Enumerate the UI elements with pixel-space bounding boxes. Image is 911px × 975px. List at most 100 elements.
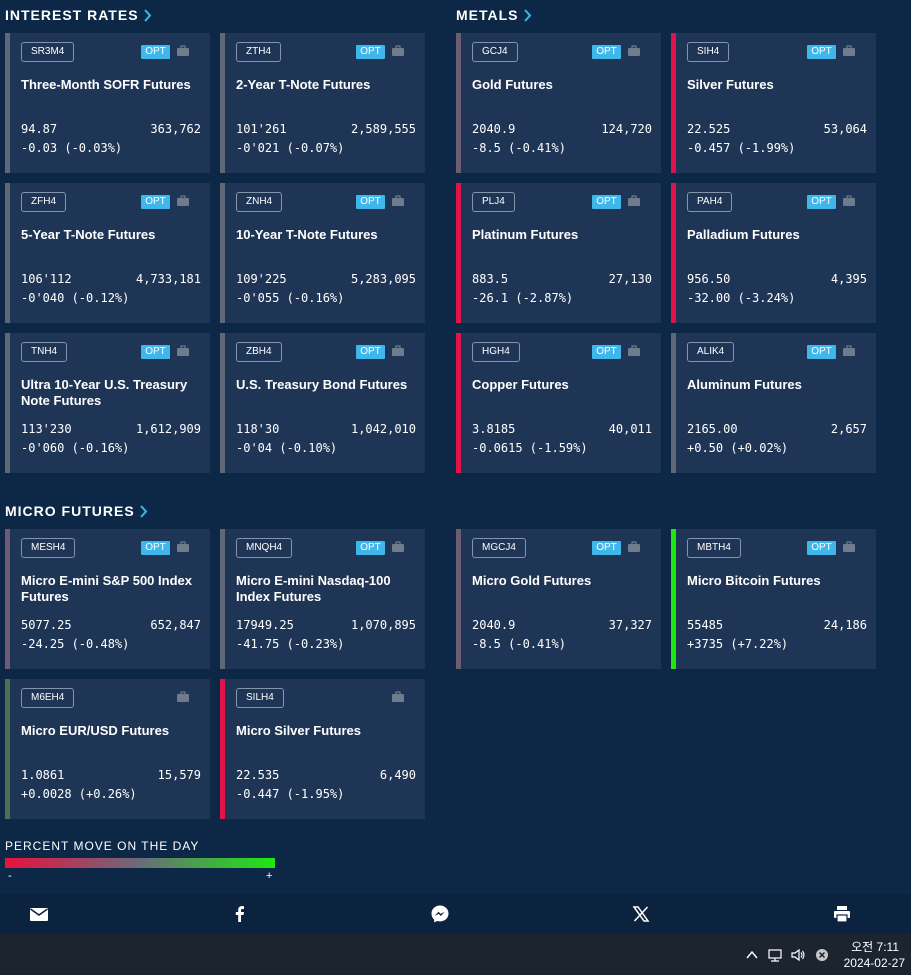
futures-card-zfh4[interactable]: ZFH4 OPT 5-Year T-Note Futures 106'112 4,733… xyxy=(5,183,210,323)
legend-min-label: - xyxy=(8,870,12,882)
futures-card-mesh4[interactable]: MESH4 OPT Micro E-mini S&P 500 Index Futur… xyxy=(5,529,210,669)
briefcase-icon[interactable] xyxy=(176,195,190,207)
options-badge[interactable]: OPT xyxy=(356,45,385,59)
volume-icon[interactable] xyxy=(790,948,806,962)
legend-max-label: + xyxy=(266,870,273,882)
futures-card-gcj4[interactable]: GCJ4 OPT Gold Futures 2040.9 124,720 -8.5 (-0… xyxy=(456,33,661,173)
last-price: 118'30 xyxy=(236,422,280,436)
price-change: -8.5 (-0.41%) xyxy=(472,141,566,155)
volume: 24,186 xyxy=(823,618,867,632)
briefcase-icon[interactable] xyxy=(176,691,190,703)
contract-name: 5-Year T-Note Futures xyxy=(21,227,156,242)
briefcase-icon[interactable] xyxy=(176,541,190,553)
contract-symbol-badge: MNQH4 xyxy=(236,538,293,558)
x-icon[interactable] xyxy=(631,904,651,924)
contract-symbol-badge: ZFH4 xyxy=(21,192,66,212)
futures-card-sr3m4[interactable]: SR3M4 OPT Three-Month SOFR Futures 94.87 363… xyxy=(5,33,210,173)
price-change: +0.50 (+0.02%) xyxy=(687,441,789,455)
briefcase-icon[interactable] xyxy=(842,195,856,207)
price-change: +3735 (+7.22%) xyxy=(687,637,789,651)
options-badge[interactable]: OPT xyxy=(592,195,621,209)
futures-card-zth4[interactable]: ZTH4 OPT 2-Year T-Note Futures 101'261 2,589… xyxy=(220,33,425,173)
volume: 124,720 xyxy=(601,122,652,136)
briefcase-icon[interactable] xyxy=(627,541,641,553)
briefcase-icon[interactable] xyxy=(391,195,405,207)
messenger-icon[interactable] xyxy=(430,904,450,924)
briefcase-icon[interactable] xyxy=(627,45,641,57)
contract-name: U.S. Treasury Bond Futures xyxy=(236,377,408,392)
contract-name: Palladium Futures xyxy=(687,227,800,242)
briefcase-icon[interactable] xyxy=(391,691,405,703)
contract-name: Copper Futures xyxy=(472,377,569,392)
briefcase-icon[interactable] xyxy=(627,345,641,357)
last-price: 22.535 xyxy=(236,768,280,782)
futures-card-tnh4[interactable]: TNH4 OPT Ultra 10-Year U.S. Treasury Note … xyxy=(5,333,210,473)
briefcase-icon[interactable] xyxy=(842,541,856,553)
futures-card-mnqh4[interactable]: MNQH4 OPT Micro E-mini Nasdaq-100 Index Fu… xyxy=(220,529,425,669)
options-badge[interactable]: OPT xyxy=(592,345,621,359)
last-price: 101'261 xyxy=(236,122,287,136)
volume: 27,130 xyxy=(608,272,652,286)
options-badge[interactable]: OPT xyxy=(356,345,385,359)
section-metals-link[interactable]: METALS xyxy=(456,7,532,23)
options-badge[interactable]: OPT xyxy=(807,195,836,209)
futures-card-znh4[interactable]: ZNH4 OPT 10-Year T-Note Futures 109'225 5,28… xyxy=(220,183,425,323)
options-badge[interactable]: OPT xyxy=(592,45,621,59)
futures-card-plj4[interactable]: PLJ4 OPT Platinum Futures 883.5 27,130 -26.1 … xyxy=(456,183,661,323)
options-badge[interactable]: OPT xyxy=(807,541,836,555)
options-badge[interactable]: OPT xyxy=(141,345,170,359)
contract-name: Gold Futures xyxy=(472,77,553,92)
email-icon[interactable] xyxy=(29,904,49,924)
options-badge[interactable]: OPT xyxy=(141,195,170,209)
futures-card-pah4[interactable]: PAH4 OPT Palladium Futures 956.50 4,395 -32.0… xyxy=(671,183,876,323)
volume: 1,070,895 xyxy=(350,618,416,632)
close-circle-icon[interactable] xyxy=(814,948,830,962)
price-change: -24.25 (-0.48%) xyxy=(21,637,130,651)
facebook-icon[interactable] xyxy=(230,904,250,924)
contract-name: Platinum Futures xyxy=(472,227,579,242)
section-micro-futures-link[interactable]: MICRO FUTURES xyxy=(5,503,148,519)
briefcase-icon[interactable] xyxy=(391,541,405,553)
options-badge[interactable]: OPT xyxy=(592,541,621,555)
options-badge[interactable]: OPT xyxy=(807,345,836,359)
options-badge[interactable]: OPT xyxy=(141,541,170,555)
volume: 15,579 xyxy=(157,768,201,782)
futures-card-zbh4[interactable]: ZBH4 OPT U.S. Treasury Bond Futures 118'30 1… xyxy=(220,333,425,473)
options-badge[interactable]: OPT xyxy=(807,45,836,59)
briefcase-icon[interactable] xyxy=(627,195,641,207)
section-metals-title: METALS xyxy=(456,7,519,23)
contract-symbol-badge: ALIK4 xyxy=(687,342,735,362)
options-badge[interactable]: OPT xyxy=(356,195,385,209)
futures-card-mbth4[interactable]: MBTH4 OPT Micro Bitcoin Futures 55485 24,186… xyxy=(671,529,876,669)
chevron-up-icon[interactable] xyxy=(744,948,760,962)
briefcase-icon[interactable] xyxy=(391,345,405,357)
futures-card-m6eh4[interactable]: M6EH4 Micro EUR/USD Futures 1.0861 15,579 +0… xyxy=(5,679,210,819)
briefcase-icon[interactable] xyxy=(842,345,856,357)
briefcase-icon[interactable] xyxy=(391,45,405,57)
futures-card-sih4[interactable]: SIH4 OPT Silver Futures 22.525 53,064 -0.457 … xyxy=(671,33,876,173)
futures-card-silh4[interactable]: SILH4 Micro Silver Futures 22.535 6,490 -0.4… xyxy=(220,679,425,819)
print-icon[interactable] xyxy=(832,904,852,924)
section-interest-rates-link[interactable]: INTEREST RATES xyxy=(5,7,152,23)
futures-card-hgh4[interactable]: HGH4 OPT Copper Futures 3.8185 40,011 -0.0615… xyxy=(456,333,661,473)
price-change: -41.75 (-0.23%) xyxy=(236,637,345,651)
contract-symbol-badge: PLJ4 xyxy=(472,192,515,212)
briefcase-icon[interactable] xyxy=(176,345,190,357)
futures-card-alik4[interactable]: ALIK4 OPT Aluminum Futures 2165.00 2,657 +0.5… xyxy=(671,333,876,473)
contract-symbol-badge: ZNH4 xyxy=(236,192,283,212)
taskbar-clock-time[interactable]: 오전 7:11 xyxy=(851,940,899,954)
briefcase-icon[interactable] xyxy=(842,45,856,57)
last-price: 3.8185 xyxy=(472,422,516,436)
price-change: -0'04 (-0.10%) xyxy=(236,441,338,455)
contract-symbol-badge: MESH4 xyxy=(21,538,76,558)
taskbar-clock-date[interactable]: 2024-02-27 xyxy=(843,956,905,970)
network-icon[interactable] xyxy=(767,948,783,962)
last-price: 1.0861 xyxy=(21,768,65,782)
contract-name: 2-Year T-Note Futures xyxy=(236,77,371,92)
volume: 4,733,181 xyxy=(135,272,201,286)
share-bar xyxy=(0,894,911,934)
briefcase-icon[interactable] xyxy=(176,45,190,57)
futures-card-mgcj4[interactable]: MGCJ4 OPT Micro Gold Futures 2040.9 37,327 -8… xyxy=(456,529,661,669)
options-badge[interactable]: OPT xyxy=(141,45,170,59)
options-badge[interactable]: OPT xyxy=(356,541,385,555)
